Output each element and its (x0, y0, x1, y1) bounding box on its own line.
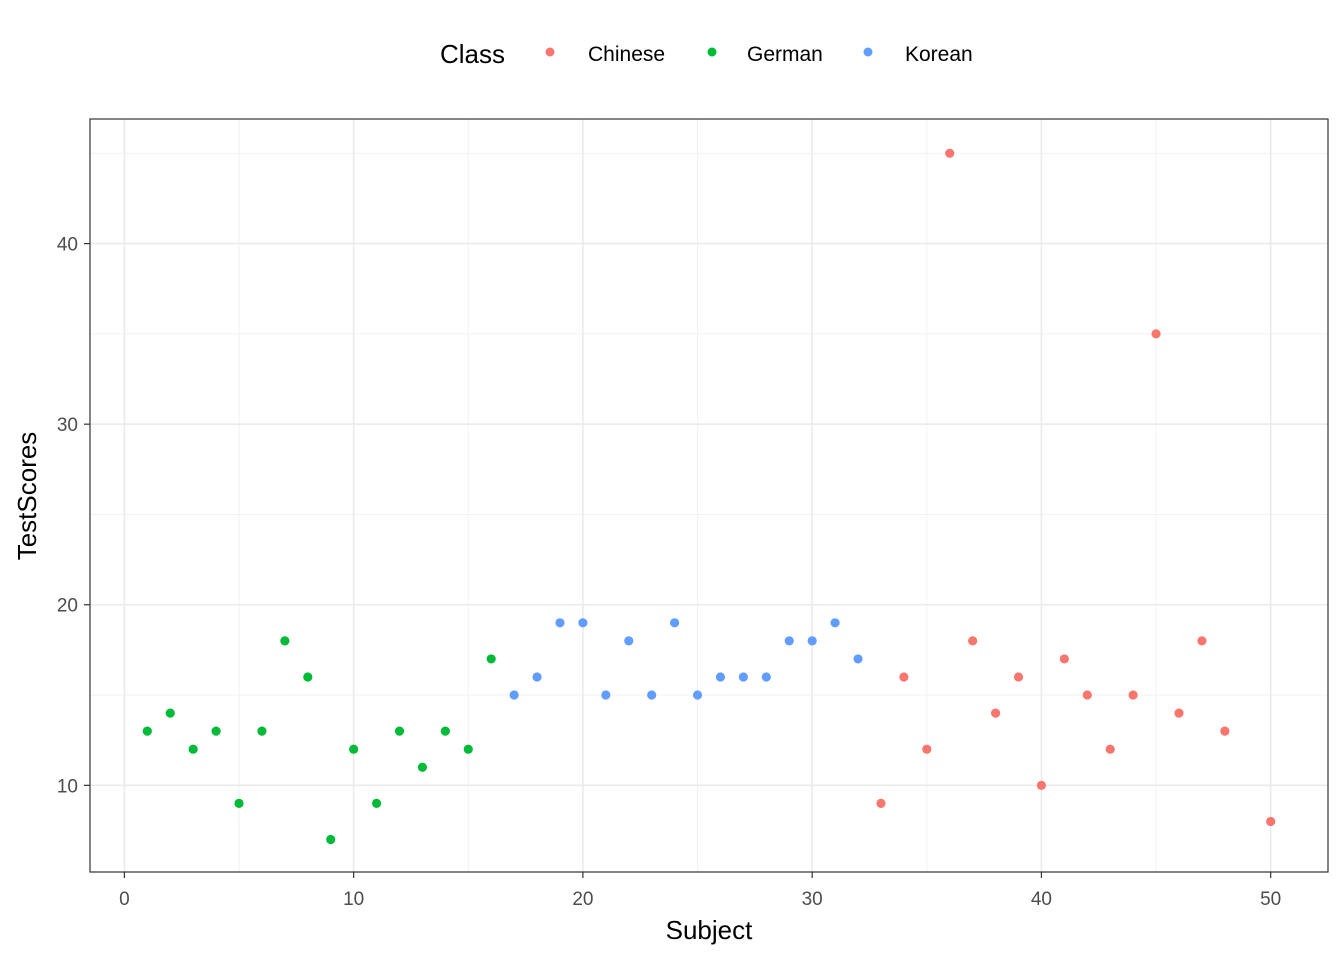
x-tick-label: 10 (343, 889, 364, 910)
x-tick-label: 50 (1260, 889, 1281, 910)
legend-key-korean (863, 47, 873, 57)
data-point-chinese (1151, 329, 1161, 339)
y-tick-label: 20 (57, 596, 78, 617)
data-point-chinese (945, 148, 955, 158)
data-point-german (234, 798, 244, 808)
y-tick-label: 30 (57, 415, 78, 436)
legend-label-chinese: Chinese (588, 43, 665, 66)
data-point-korean (532, 672, 542, 682)
legend-title: Class (440, 39, 505, 69)
grid-major (90, 119, 1328, 872)
data-point-chinese (1013, 672, 1024, 682)
legend-key-chinese (545, 47, 555, 57)
data-point-chinese (1082, 690, 1092, 700)
y-axis: 10 20 30 40 (57, 235, 90, 797)
data-point-chinese (1105, 744, 1115, 754)
data-point-korean (738, 672, 748, 682)
legend-key-german (707, 47, 717, 57)
data-point-korean (624, 636, 634, 646)
data-point-korean (830, 618, 840, 628)
data-point-german (349, 744, 359, 754)
data-point-german (142, 726, 152, 736)
data-point-korean (509, 690, 519, 700)
plot-panel (89, 118, 1329, 873)
panel-border (89, 118, 1329, 873)
data-point-german (280, 636, 290, 646)
y-tick-label: 10 (57, 776, 78, 797)
data-point-chinese (899, 672, 909, 682)
data-point-german (303, 672, 313, 682)
data-point-korean (601, 690, 611, 700)
data-point-chinese (1036, 780, 1047, 790)
grid-minor (90, 119, 1328, 872)
data-point-korean (807, 636, 817, 646)
data-point-german (440, 726, 450, 736)
y-tick-label: 40 (57, 235, 78, 256)
data-point-korean (692, 690, 703, 700)
data-point-german (326, 834, 336, 845)
data-point-chinese (1197, 636, 1207, 646)
data-points (142, 148, 1276, 845)
data-point-chinese (876, 798, 886, 808)
legend-label-german: German (747, 43, 823, 66)
data-point-german (188, 744, 198, 754)
x-tick-label: 0 (119, 889, 130, 910)
data-point-korean (715, 672, 726, 682)
data-point-chinese (922, 744, 932, 754)
data-point-chinese (968, 636, 978, 646)
data-point-korean (555, 618, 565, 628)
data-point-german (463, 744, 473, 754)
data-point-chinese (1059, 654, 1069, 664)
legend: Class Chinese German Korean (440, 39, 973, 69)
data-point-chinese (990, 708, 1001, 718)
data-point-german (486, 654, 496, 664)
data-point-german (417, 762, 428, 772)
data-point-korean (784, 636, 794, 646)
x-tick-label: 30 (802, 889, 823, 910)
x-tick-label: 40 (1031, 889, 1052, 910)
y-axis-title: TestScores (12, 432, 42, 561)
data-point-korean (761, 672, 771, 682)
panel-background (90, 119, 1328, 872)
x-tick-label: 20 (572, 889, 593, 910)
data-point-german (257, 726, 267, 736)
data-point-german (211, 726, 221, 736)
data-point-korean (853, 654, 863, 664)
data-point-german (394, 726, 405, 736)
x-axis: 0 10 20 30 40 50 (119, 872, 1281, 910)
data-point-german (371, 798, 382, 808)
legend-label-korean: Korean (905, 43, 973, 66)
data-point-korean (670, 618, 680, 628)
data-point-chinese (1220, 726, 1230, 736)
data-point-chinese (1266, 816, 1276, 827)
data-point-german (165, 708, 175, 718)
data-point-korean (647, 690, 657, 700)
data-point-chinese (1174, 708, 1184, 718)
x-axis-title: Subject (666, 915, 753, 945)
data-point-korean (578, 618, 588, 628)
data-point-chinese (1128, 690, 1138, 700)
